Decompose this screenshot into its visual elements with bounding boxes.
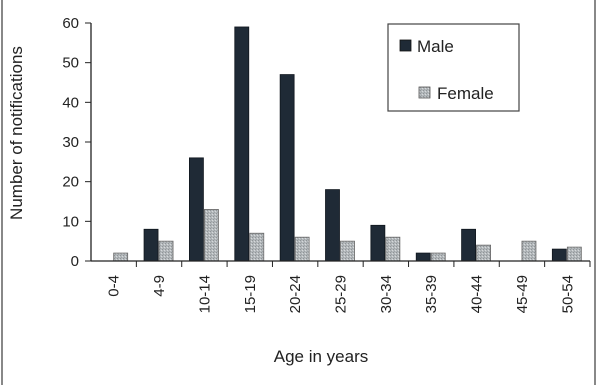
bar-male-25-29 [325,189,340,262]
y-axis-ticks: 0 10 20 30 40 50 60 [62,15,91,270]
bar-male-20-24 [279,74,295,262]
x-tick-label: 20-24 [287,275,304,313]
bar-female-35-39 [430,252,446,262]
legend-label-female: Female [437,84,494,103]
bar-male-35-39 [415,252,431,262]
legend-box [387,23,520,112]
legend-swatch-male [399,39,412,52]
x-tick-label: 0-4 [106,275,123,297]
y-tick-label: 50 [62,55,79,72]
bar-female-45-49 [521,240,537,262]
bar-female-20-24 [294,236,310,262]
y-tick-label: 40 [62,94,79,111]
legend-swatch-female [418,86,431,99]
x-tick-label: 35-39 [423,275,440,313]
bar-male-40-44 [461,228,476,262]
x-axis-ticks: 0-4 4-9 10-14 15-19 20-24 25-29 30-34 35-39 40-4… [106,261,591,313]
bar-female-40-44 [476,244,491,262]
x-tick-label: 50-54 [559,275,576,313]
bar-female-30-34 [385,236,401,262]
y-tick-label: 20 [62,174,79,191]
x-tick-label: 25-29 [333,275,350,313]
x-tick-label: 15-19 [242,275,259,313]
x-axis-label: Age in years [274,347,369,366]
bar-male-50-54 [551,248,567,262]
x-tick-label: 45-49 [514,275,531,313]
bar-male-10-14 [189,157,204,262]
y-tick-label: 10 [62,213,79,230]
legend: Male Female [387,23,520,112]
bar-female-50-54 [566,246,582,262]
bar-male-30-34 [370,224,386,262]
x-tick-label: 30-34 [378,275,395,313]
x-tick-label: 40-44 [469,275,486,313]
x-tick-label: 10-14 [196,275,213,313]
y-tick-label: 30 [62,134,79,151]
bar-female-25-29 [340,240,355,262]
bar-female-10-14 [204,209,219,262]
y-tick-label: 60 [62,15,79,32]
y-tick-label: 0 [71,253,79,270]
bar-female-0-4 [113,252,129,262]
bar-male-4-9 [143,228,159,262]
legend-label-male: Male [417,37,454,56]
bar-female-4-9 [158,240,174,262]
x-tick-label: 4-9 [151,275,168,297]
y-axis-label: Number of notifications [7,46,26,220]
bar-male-15-19 [234,26,250,262]
bar-female-15-19 [249,232,265,262]
